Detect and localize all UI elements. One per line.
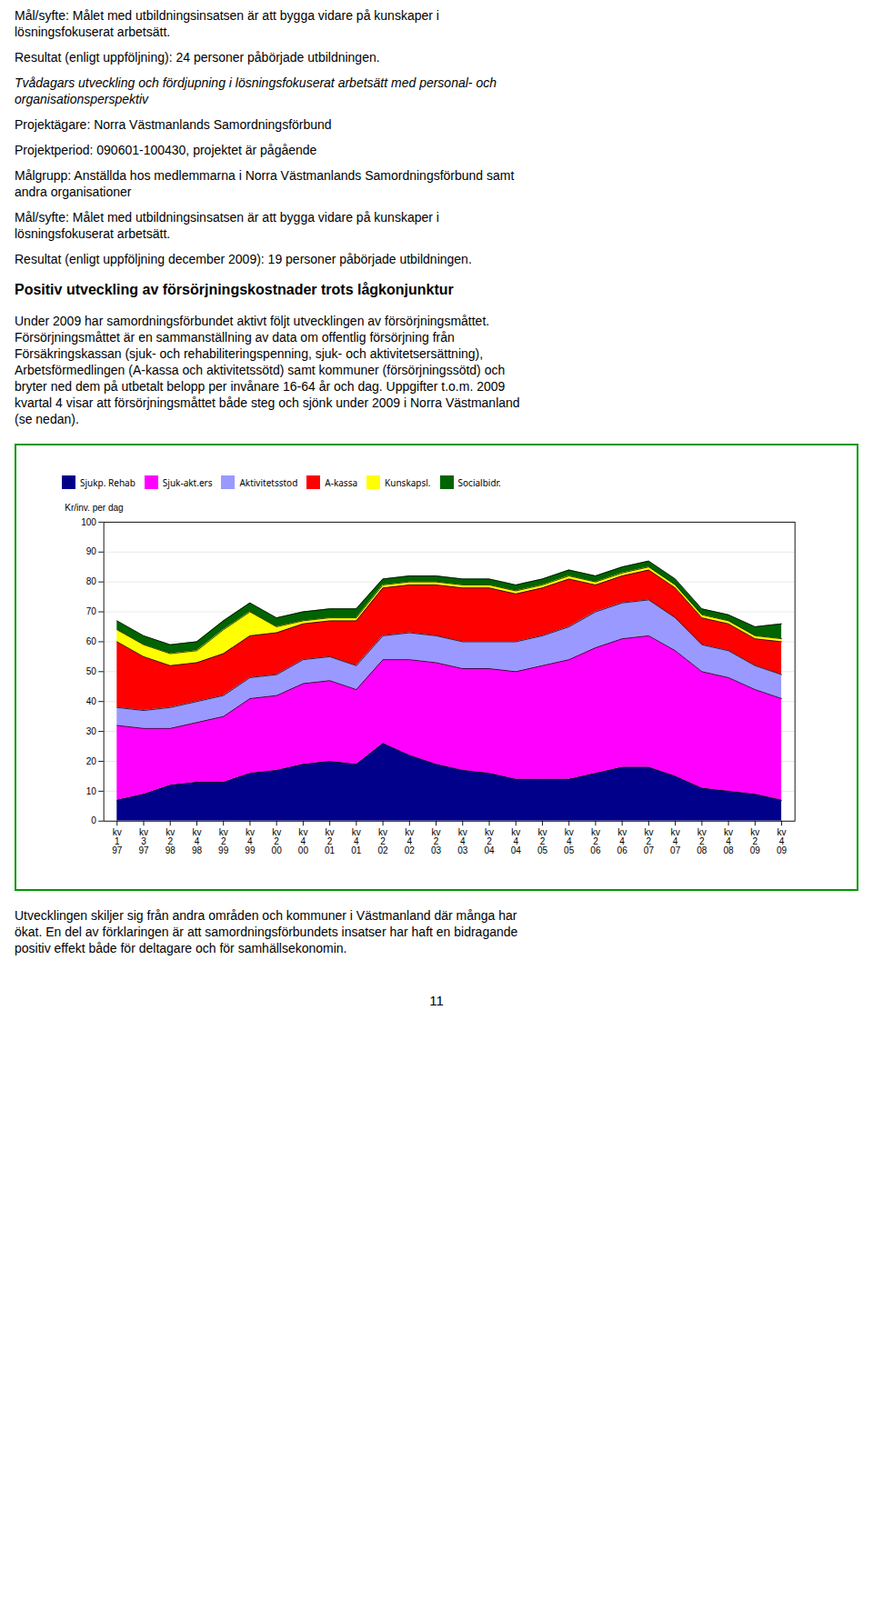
svg-text:20: 20: [86, 756, 98, 767]
html-text:Kunskapsl.: Kunskapsl.: [384, 476, 431, 489]
svg-text:0: 0: [90, 815, 97, 826]
html-text:Resultat (enligt uppföljning d: Resultat (enligt uppföljning december 20…: [14, 251, 472, 267]
html-text:Sjukp. Rehab: Sjukp. Rehab: [80, 476, 136, 489]
html-text:positiv effekt både för deltag: positiv effekt både för deltagare och fö…: [14, 941, 347, 956]
svg-text:90: 90: [86, 546, 98, 557]
html-text:bryter ned dem på utbetalt bel: bryter ned dem på utbetalt belopp per in…: [14, 379, 505, 394]
svg-text:kv204: kv204: [483, 827, 495, 856]
svg-text:kv206: kv206: [590, 827, 602, 856]
svg-text:70: 70: [86, 606, 98, 617]
html-text:Aktivitetsstod: Aktivitetsstod: [239, 476, 298, 489]
html-text:(se nedan).: (se nedan).: [14, 411, 79, 427]
svg-text:kv197: kv197: [111, 827, 123, 856]
html-text:kvartal 4 visar att försörjnin: kvartal 4 visar att försörjningsmåttet b…: [14, 395, 520, 411]
svg-text:Kr/inv. per dag: Kr/inv. per dag: [64, 502, 124, 513]
svg-text:kv298: kv298: [165, 827, 177, 856]
svg-text:kv401: kv401: [351, 827, 362, 856]
html-text:organisationsperspektiv: organisationsperspektiv: [14, 91, 149, 107]
html-text:lösningsfokuserat arbetsätt.: lösningsfokuserat arbetsätt.: [14, 226, 171, 241]
html-text:lösningsfokuserat arbetsätt.: lösningsfokuserat arbetsätt.: [14, 24, 171, 40]
svg-text:30: 30: [86, 726, 98, 737]
svg-text:kv208: kv208: [696, 827, 708, 856]
html-text:andra organisationer: andra organisationer: [14, 184, 132, 200]
html-text:Positiv utveckling av försörjn: Positiv utveckling av försörjningskostna…: [14, 281, 454, 298]
svg-text:kv409: kv409: [776, 827, 788, 856]
html-text:Projektperiod: 090601-100430,: Projektperiod: 090601-100430, projektet …: [14, 142, 317, 158]
svg-text:kv408: kv408: [723, 827, 735, 856]
svg-text:kv499: kv499: [244, 827, 256, 856]
html-text:Målgrupp: Anställda hos medlem: Målgrupp: Anställda hos medlemmarna i No…: [14, 168, 515, 183]
svg-text:10: 10: [86, 786, 98, 797]
html-text:Socialbidr.: Socialbidr.: [457, 476, 501, 489]
html-text:A-kassa: A-kassa: [324, 476, 358, 489]
svg-text:kv209: kv209: [750, 827, 762, 856]
html-text:Tvådagars utveckling och fördj: Tvådagars utveckling och fördjupning i l…: [14, 75, 497, 91]
svg-text:kv404: kv404: [511, 827, 522, 856]
svg-text:kv207: kv207: [643, 827, 655, 856]
svg-text:kv299: kv299: [218, 827, 230, 856]
svg-text:kv403: kv403: [457, 827, 469, 856]
html-text:Sjuk-akt.ers: Sjuk-akt.ers: [162, 476, 213, 489]
svg-text:kv202: kv202: [377, 827, 389, 856]
svg-text:kv203: kv203: [431, 827, 442, 856]
svg-text:kv405: kv405: [563, 827, 575, 856]
html-text:11: 11: [429, 992, 444, 1009]
svg-text:kv407: kv407: [670, 827, 682, 856]
html-text:Mål/syfte: Målet med utbildnin: Mål/syfte: Målet med utbildningsinsatsen…: [14, 210, 440, 225]
html-text:Projektägare: Norra Västmanlan: Projektägare: Norra Västmanlands Samordn…: [14, 117, 332, 132]
html-text:Resultat (enligt uppföljning):: Resultat (enligt uppföljning): 24 person…: [14, 50, 380, 65]
svg-text:kv205: kv205: [537, 827, 549, 856]
html-text:Försörjningsmåttet är en samma: Försörjningsmåttet är en sammanställning…: [14, 330, 455, 345]
svg-text:kv402: kv402: [404, 827, 416, 856]
html-text:ökat. En del av förklaringen ä: ökat. En del av förklaringen är att samo…: [14, 924, 518, 940]
html-text:Arbetsförmedlingen (A-kassa oc: Arbetsförmedlingen (A-kassa och aktivite…: [14, 362, 505, 378]
svg-text:kv498: kv498: [191, 827, 203, 856]
svg-text:40: 40: [86, 696, 98, 707]
svg-text:80: 80: [86, 576, 98, 587]
svg-text:50: 50: [86, 666, 98, 677]
svg-text:kv406: kv406: [617, 827, 629, 856]
html-text:Under 2009 har samordningsförb: Under 2009 har samordningsförbundet akti…: [14, 313, 490, 329]
svg-text:kv400: kv400: [298, 827, 310, 856]
html-text:Försäkringskassan (sjuk- och r: Försäkringskassan (sjuk- och rehabiliter…: [14, 346, 483, 362]
svg-text:kv200: kv200: [271, 827, 283, 856]
svg-text:kv397: kv397: [138, 827, 150, 856]
html-text:Utvecklingen skiljer sig från: Utvecklingen skiljer sig från andra områ…: [14, 908, 517, 923]
svg-text:60: 60: [86, 636, 98, 647]
svg-text:kv201: kv201: [324, 827, 336, 856]
html-text:Mål/syfte: Målet med utbildnin: Mål/syfte: Målet med utbildningsinsatsen…: [14, 8, 440, 23]
svg-text:100: 100: [80, 517, 97, 528]
